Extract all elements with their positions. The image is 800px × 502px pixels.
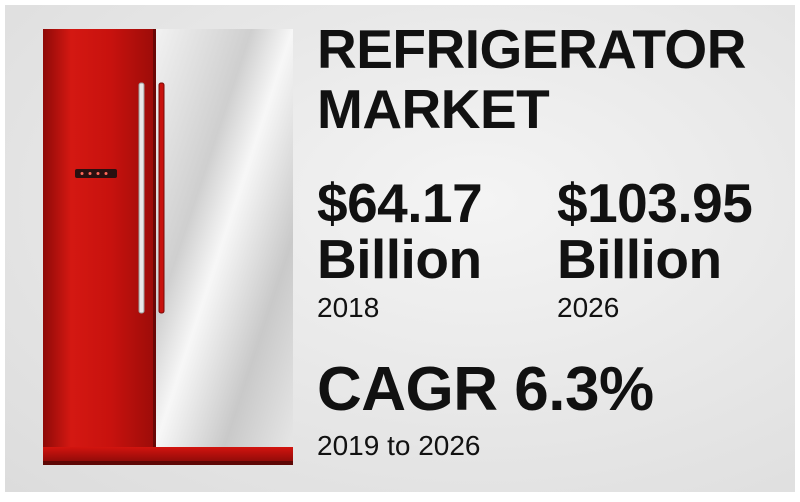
- stat-2026-unit: Billion: [557, 228, 722, 290]
- cagr-block: CAGR 6.3% 2019 to 2026: [317, 357, 654, 463]
- refrigerator-icon: [35, 23, 305, 473]
- page-title: REFRIGERATOR MARKET: [317, 19, 746, 139]
- title-line-2: MARKET: [317, 78, 550, 140]
- stat-2018: $64.17 Billion 2018: [317, 172, 483, 325]
- infographic: REFRIGERATOR MARKET $64.17 Billion 2018 …: [5, 5, 795, 492]
- stat-2018-value: $64.17: [317, 172, 483, 234]
- stat-2026: $103.95 Billion 2026: [557, 172, 753, 325]
- cagr-value: CAGR 6.3%: [317, 355, 654, 424]
- title-line-1: REFRIGERATOR: [317, 18, 746, 80]
- cagr-period: 2019 to 2026: [317, 430, 481, 461]
- stat-2026-value: $103.95: [557, 172, 753, 234]
- stat-2018-unit: Billion: [317, 228, 482, 290]
- stat-2026-year: 2026: [557, 292, 620, 323]
- stat-2018-year: 2018: [317, 292, 380, 323]
